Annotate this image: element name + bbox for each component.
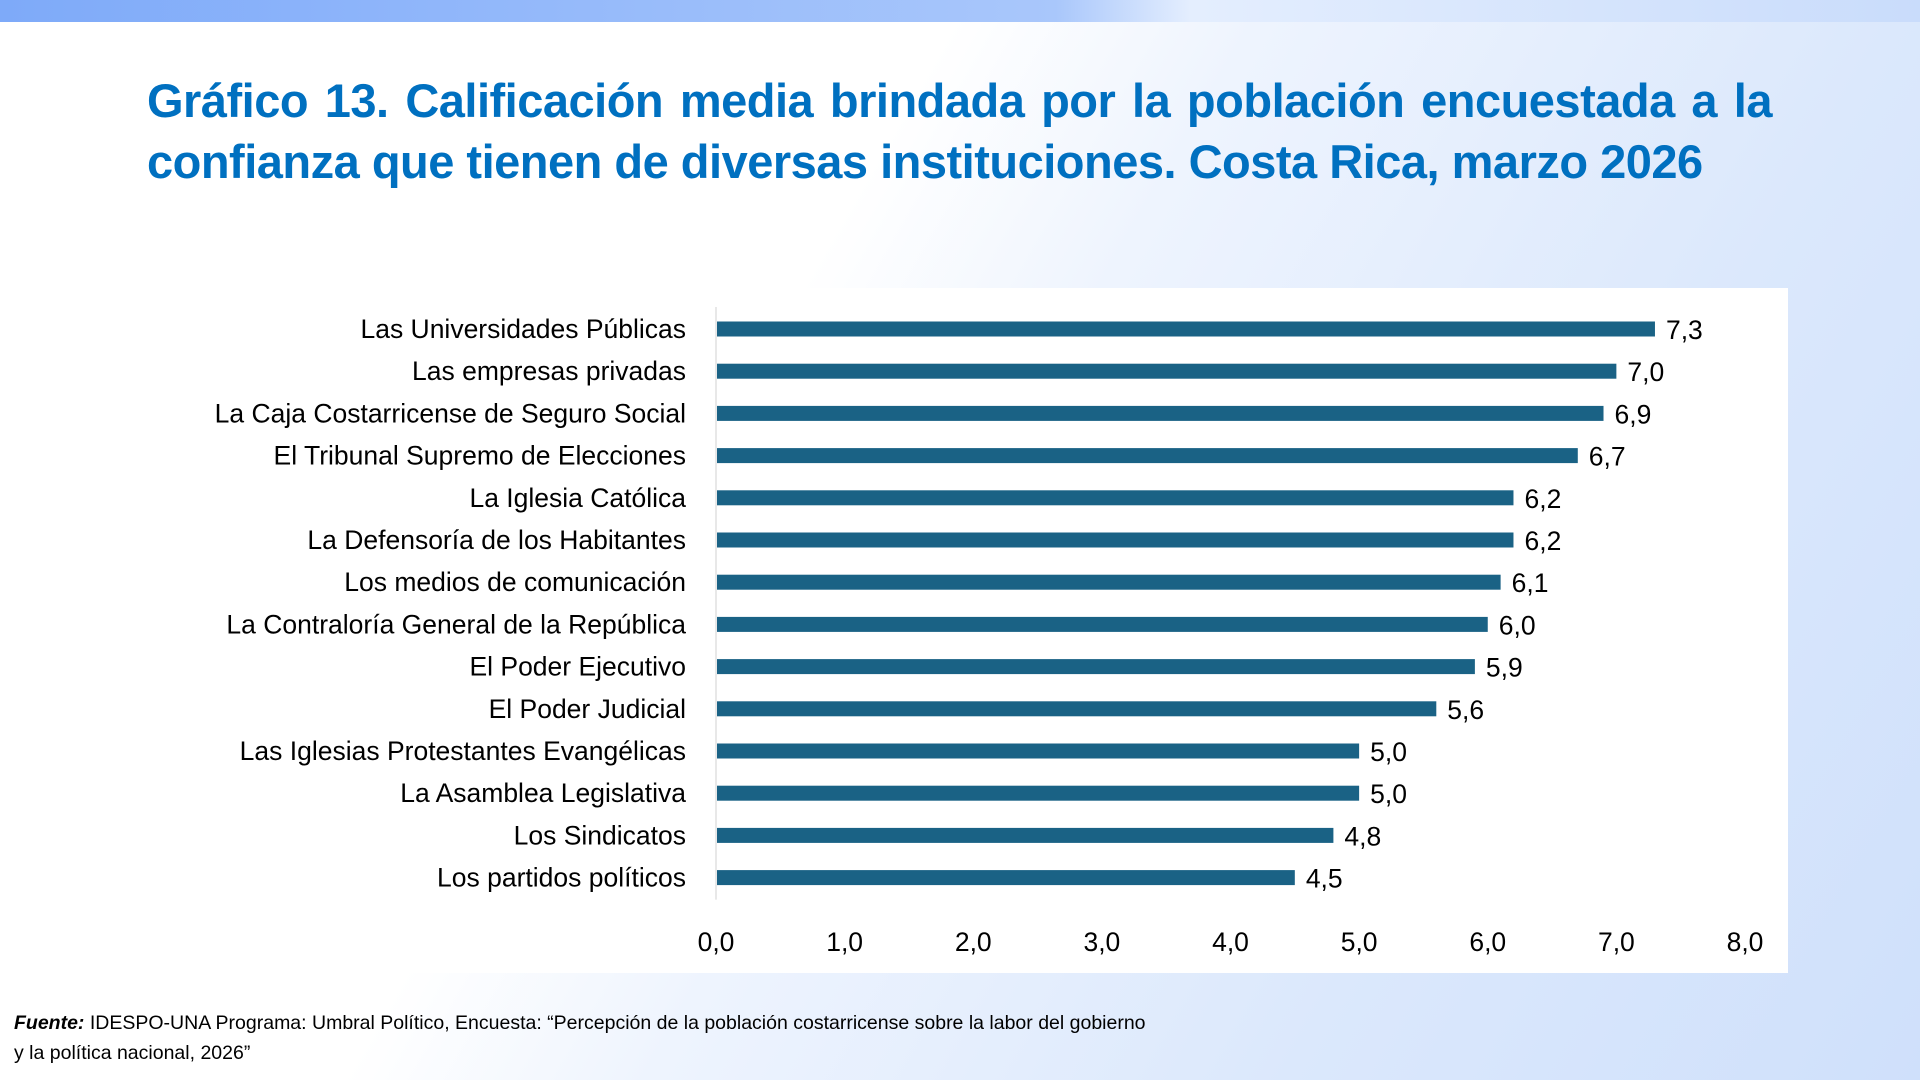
bar <box>717 701 1437 717</box>
data-label: 6,2 <box>1524 526 1561 556</box>
bar <box>717 405 1604 421</box>
x-tick-label: 2,0 <box>955 927 992 957</box>
x-tick-label: 1,0 <box>826 927 863 957</box>
data-label: 4,5 <box>1306 864 1343 894</box>
x-tick-label: 0,0 <box>698 927 735 957</box>
data-label: 4,8 <box>1344 821 1381 851</box>
data-label: 5,6 <box>1447 695 1484 725</box>
category-label: Las empresas privadas <box>412 356 686 386</box>
x-tick-label: 4,0 <box>1212 927 1249 957</box>
bar <box>717 448 1578 464</box>
data-label: 7,0 <box>1627 357 1664 387</box>
category-label: La Contraloría General de la República <box>226 609 686 639</box>
data-label: 5,0 <box>1370 737 1407 767</box>
category-label: El Poder Ejecutivo <box>469 652 686 682</box>
bar <box>717 616 1488 632</box>
x-tick-label: 3,0 <box>1083 927 1120 957</box>
category-label: La Asamblea Legislativa <box>400 778 686 808</box>
bar <box>717 827 1334 843</box>
top-band <box>0 0 1920 22</box>
x-tick-label: 6,0 <box>1469 927 1506 957</box>
category-label: La Defensoría de los Habitantes <box>307 525 686 555</box>
x-tick-label: 5,0 <box>1341 927 1378 957</box>
bar <box>717 490 1514 506</box>
category-label: Las Iglesias Protestantes Evangélicas <box>240 736 686 766</box>
bar <box>717 532 1514 548</box>
data-label: 6,9 <box>1615 399 1652 429</box>
category-label: El Poder Judicial <box>489 694 686 724</box>
data-label: 5,9 <box>1486 653 1523 683</box>
bar <box>717 785 1360 801</box>
source-note: Fuente: IDESPO-UNA Programa: Umbral Polí… <box>14 1008 1146 1068</box>
bar <box>717 363 1617 379</box>
category-label: La Caja Costarricense de Seguro Social <box>215 398 686 428</box>
bar <box>717 659 1475 675</box>
bar <box>717 574 1501 590</box>
source-text: IDESPO-UNA Programa: Umbral Político, En… <box>89 1012 1146 1034</box>
category-label: Las Universidades Públicas <box>360 314 686 344</box>
category-label: Los partidos políticos <box>437 863 686 893</box>
bar <box>717 743 1360 759</box>
source-label: Fuente: <box>14 1012 85 1034</box>
data-label: 6,2 <box>1524 484 1561 514</box>
data-label: 6,7 <box>1589 442 1626 472</box>
x-tick-label: 7,0 <box>1598 927 1635 957</box>
data-label: 5,0 <box>1370 779 1407 809</box>
category-label: El Tribunal Supremo de Elecciones <box>274 441 686 471</box>
category-label: Los Sindicatos <box>514 820 686 850</box>
category-label: Los medios de comunicación <box>344 567 686 597</box>
chart-title: Gráfico 13. Calificación media brindada … <box>147 74 1773 188</box>
category-label: La Iglesia Católica <box>469 483 686 513</box>
data-label: 7,3 <box>1666 315 1703 345</box>
bar <box>717 870 1295 886</box>
data-label: 6,0 <box>1499 610 1536 640</box>
bar <box>717 321 1655 337</box>
data-label: 6,1 <box>1512 568 1549 598</box>
source-text-2: y la política nacional, 2026” <box>14 1042 251 1064</box>
x-tick-label: 8,0 <box>1727 927 1764 957</box>
